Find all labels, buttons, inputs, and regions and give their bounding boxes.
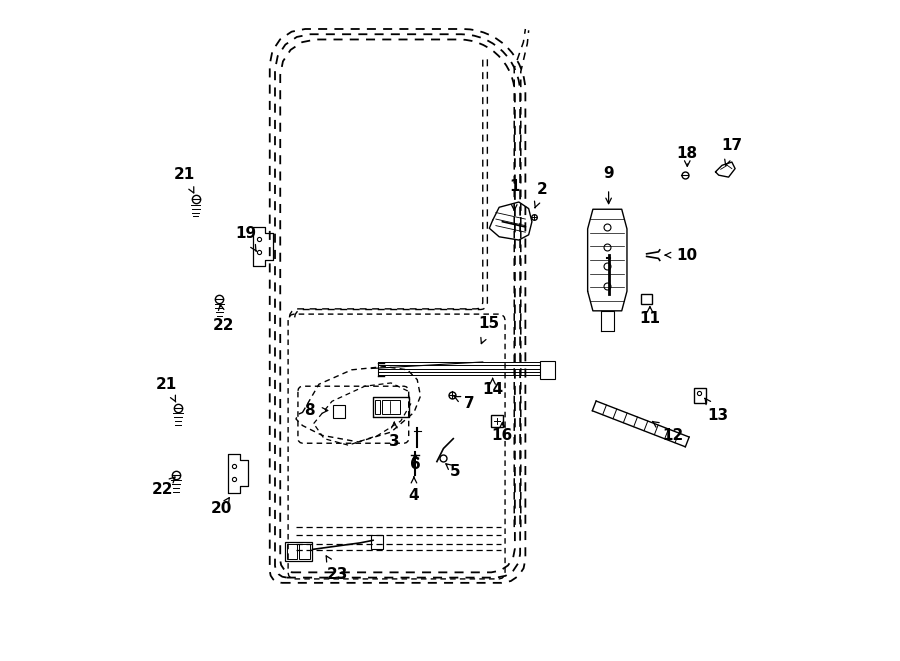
Text: 10: 10 — [665, 248, 698, 262]
Bar — [333, 405, 345, 418]
Text: 13: 13 — [705, 399, 728, 423]
Text: 11: 11 — [639, 307, 661, 326]
Text: 22: 22 — [152, 477, 175, 496]
Text: 5: 5 — [446, 464, 461, 479]
Text: 9: 9 — [603, 166, 614, 204]
Text: 21: 21 — [174, 167, 195, 193]
Text: 12: 12 — [652, 421, 683, 443]
Text: 20: 20 — [212, 498, 232, 516]
Text: 18: 18 — [677, 146, 698, 167]
Text: 17: 17 — [721, 138, 742, 165]
Bar — [287, 544, 297, 559]
Text: 1: 1 — [509, 179, 519, 210]
Text: 23: 23 — [326, 556, 348, 582]
Text: 6: 6 — [410, 454, 420, 473]
Text: 16: 16 — [491, 422, 513, 443]
Text: 3: 3 — [389, 422, 400, 449]
Bar — [382, 400, 400, 414]
Text: 14: 14 — [482, 379, 503, 397]
Bar — [374, 400, 380, 414]
Bar — [372, 535, 383, 549]
Text: 22: 22 — [213, 305, 235, 332]
Text: 21: 21 — [157, 377, 177, 402]
Bar — [491, 415, 503, 427]
Text: 7: 7 — [454, 397, 475, 411]
Bar — [642, 293, 652, 304]
Bar — [299, 544, 310, 559]
Bar — [541, 361, 555, 379]
Text: 19: 19 — [235, 226, 256, 251]
Text: 4: 4 — [409, 477, 419, 503]
Bar — [694, 388, 706, 403]
Text: 15: 15 — [479, 317, 500, 344]
Text: 8: 8 — [304, 403, 328, 418]
Text: 2: 2 — [535, 182, 547, 208]
Bar — [284, 541, 312, 561]
